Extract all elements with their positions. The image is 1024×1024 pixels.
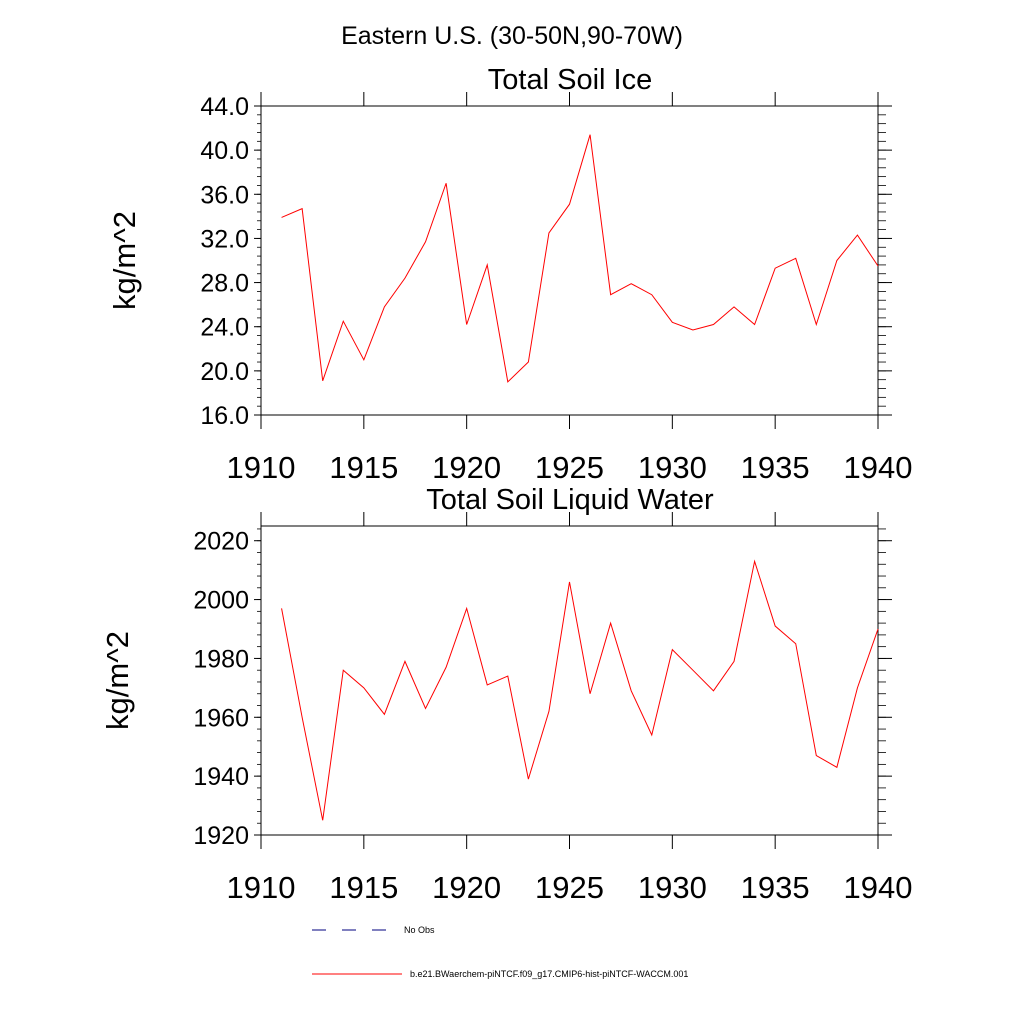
x-tick-label-soil-liquid-water: 1940 bbox=[844, 870, 913, 905]
series-line-soil-ice bbox=[281, 134, 879, 383]
y-tick-label-soil-ice: 16.0 bbox=[200, 402, 249, 430]
x-tick-label-soil-liquid-water: 1915 bbox=[329, 870, 398, 905]
y-tick-label-soil-ice: 32.0 bbox=[200, 225, 249, 253]
x-tick-label-soil-liquid-water: 1920 bbox=[432, 870, 501, 905]
x-tick-label-soil-ice: 1910 bbox=[227, 450, 296, 485]
legend-label-model-run: b.e21.BWaerchem-piNTCF.f09_g17.CMIP6-his… bbox=[410, 969, 688, 979]
figure-main-title: Eastern U.S. (30-50N,90-70W) bbox=[341, 22, 683, 50]
x-tick-label-soil-ice: 1935 bbox=[741, 450, 810, 485]
chart-panel-soil-ice: 16.0 20.0 24.0 28.0 32.0 36.0 40.0 44.0 1910 1915… bbox=[107, 64, 912, 485]
chart-title-soil-liquid-water: Total Soil Liquid Water bbox=[426, 484, 714, 516]
x-tick-label-soil-liquid-water: 1910 bbox=[227, 870, 296, 905]
y-tick-label-soil-ice: 28.0 bbox=[200, 270, 249, 298]
y-tick-label-soil-ice: 40.0 bbox=[200, 137, 249, 165]
chart-title-soil-ice: Total Soil Ice bbox=[488, 64, 652, 96]
legend: No Obs b.e21.BWaerchem-piNTCF.f09_g17.CM… bbox=[312, 925, 688, 979]
x-tick-label-soil-ice: 1915 bbox=[329, 450, 398, 485]
y-tick-label-soil-ice: 44.0 bbox=[200, 93, 249, 121]
x-tick-label-soil-liquid-water: 1925 bbox=[535, 870, 604, 905]
legend-label-no-obs: No Obs bbox=[404, 925, 435, 935]
y-tick-label-soil-liquid-water: 1920 bbox=[193, 822, 249, 850]
y-axis-label-soil-liquid-water: kg/m^2 bbox=[100, 631, 135, 730]
series-line-soil-liquid-water bbox=[281, 559, 879, 821]
y-tick-label-soil-liquid-water: 1960 bbox=[193, 704, 249, 732]
y-tick-label-soil-liquid-water: 1980 bbox=[193, 645, 249, 673]
x-tick-label-soil-liquid-water: 1935 bbox=[741, 870, 810, 905]
x-tick-label-soil-ice: 1925 bbox=[535, 450, 604, 485]
y-tick-label-soil-ice: 24.0 bbox=[200, 314, 249, 342]
x-tick-label-soil-liquid-water: 1930 bbox=[638, 870, 707, 905]
y-tick-label-soil-ice: 20.0 bbox=[200, 358, 249, 386]
y-axis-label-soil-ice: kg/m^2 bbox=[107, 211, 142, 310]
y-tick-label-soil-liquid-water: 2020 bbox=[193, 528, 249, 556]
y-tick-label-soil-liquid-water: 2000 bbox=[193, 587, 249, 615]
y-tick-label-soil-ice: 36.0 bbox=[200, 181, 249, 209]
x-tick-label-soil-ice: 1940 bbox=[844, 450, 913, 485]
y-tick-label-soil-liquid-water: 1940 bbox=[193, 763, 249, 791]
x-tick-label-soil-ice: 1930 bbox=[638, 450, 707, 485]
plot-frame-soil-liquid-water bbox=[260, 525, 879, 836]
x-tick-label-soil-ice: 1920 bbox=[432, 450, 501, 485]
plot-frame-soil-ice bbox=[260, 105, 879, 416]
chart-panel-soil-liquid-water: 1920 1940 1960 1980 2000 2020 1910 1915 1920 1925… bbox=[100, 484, 912, 905]
